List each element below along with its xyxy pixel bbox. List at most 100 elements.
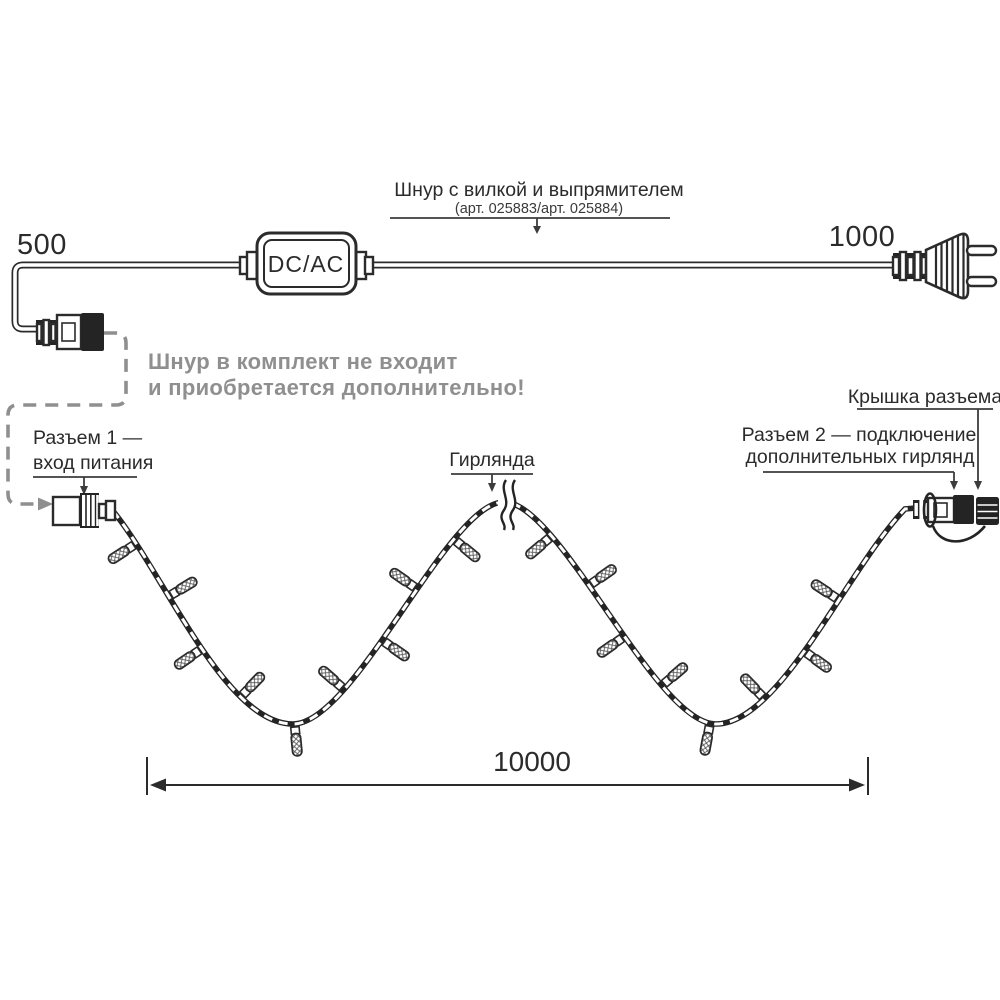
- connector1-plug-body: [51, 495, 82, 527]
- thread-stripe: [96, 495, 99, 526]
- down-arrow-icon: [974, 481, 982, 490]
- garland-lamp: [587, 564, 617, 589]
- down-arrow-icon: [533, 226, 541, 234]
- cap-callout: Крышка разъема: [848, 386, 1000, 490]
- cord-end-connector: [35, 313, 104, 351]
- break-squiggle: [500, 479, 508, 531]
- garland-lamp: [107, 540, 138, 565]
- garland-wire-twist: [111, 500, 917, 726]
- garland-wire: [107, 479, 917, 757]
- lamp-bulb: [107, 545, 130, 565]
- cord-callout-title: Шнур с вилкой и выпрямителем: [394, 179, 683, 201]
- strain-relief-rib: [913, 250, 922, 282]
- strain-relief-rib: [891, 255, 901, 277]
- connector1-neck: [104, 499, 117, 522]
- garland-lamp: [525, 533, 554, 560]
- power-plug-icon: [891, 232, 998, 300]
- garland-lamp: [596, 633, 626, 658]
- right-length-label: 1000: [829, 221, 896, 253]
- connector2-body-detail: [933, 502, 948, 518]
- thread-stripe: [82, 495, 86, 526]
- plug-prong: [965, 244, 998, 257]
- strain-relief-rib: [898, 250, 908, 282]
- connector2-line1: Разъем 2 — подключение: [742, 424, 977, 446]
- connector-rib: [42, 318, 51, 347]
- lamp-bulb: [594, 564, 617, 583]
- lamp-bulb: [244, 671, 266, 693]
- connector1-line1: Разъем 1 —: [33, 427, 143, 449]
- garland-lamp: [699, 724, 715, 756]
- garland-lamp: [660, 662, 689, 689]
- lamp-bulb: [290, 732, 303, 757]
- lamp-bulb: [175, 576, 198, 595]
- note-line1: Шнур в комплект не входит: [148, 349, 458, 374]
- lamp-bulb: [810, 653, 832, 673]
- left-length-label: 500: [17, 229, 67, 261]
- converter-inner-case: [263, 239, 350, 288]
- connector2-body: [926, 496, 956, 524]
- garland-label: Гирлянда: [449, 449, 535, 471]
- garland-lamp: [810, 579, 840, 603]
- connector-body: [55, 313, 83, 351]
- connector2-callout: Разъем 2 — подключение дополнительных ги…: [742, 424, 977, 490]
- plug-prong: [965, 275, 998, 288]
- connector-body-detail: [61, 322, 76, 342]
- connector1: [51, 493, 117, 528]
- converter-label: DC/AC: [268, 251, 345, 277]
- lamp-bulb: [699, 731, 714, 756]
- wire-break-mark: [498, 479, 517, 531]
- connector2-line2: дополнительных гирлянд: [746, 446, 976, 468]
- lamp-bulb: [318, 665, 340, 686]
- garland-lamp: [803, 648, 832, 673]
- note-text: Шнур в комплект не входит и приобретаетс…: [148, 349, 525, 400]
- connector-rib: [49, 322, 57, 343]
- lamp-bulb: [389, 567, 412, 587]
- garland-callout: Гирлянда: [449, 449, 535, 492]
- connector1-line2: вход питания: [33, 452, 153, 474]
- lamp-bulb: [667, 662, 689, 683]
- down-arrow-icon: [488, 483, 496, 492]
- cap-label: Крышка разъема: [848, 386, 1000, 408]
- connector-rib: [924, 503, 928, 516]
- lamp-bulb: [739, 673, 761, 695]
- connector2: [913, 492, 999, 543]
- optional-cord-dashed-route: [6, 331, 128, 506]
- connector-rib: [35, 322, 43, 343]
- connector-black-cap: [81, 313, 104, 351]
- thread-stripe: [86, 495, 90, 526]
- converter-outer-case: [255, 231, 358, 296]
- cord-left-core: [13, 263, 252, 331]
- garland-lamp: [167, 576, 198, 600]
- lamp-bulb: [596, 638, 619, 658]
- cord-left: [11, 261, 254, 333]
- strain-relief-rib: [906, 255, 915, 277]
- down-arrow-icon: [950, 481, 958, 490]
- right-arrow-icon: [849, 778, 865, 792]
- lamp-bulb: [387, 642, 410, 662]
- lamp-bulb: [173, 651, 196, 670]
- power-cord-assembly: 500 1000 DC/AC: [11, 221, 998, 351]
- garland-lamp: [173, 645, 203, 670]
- dcac-converter-box: DC/AC: [238, 231, 375, 296]
- garland-lamp: [380, 637, 410, 662]
- note-line2: и приобретается дополнительно!: [148, 375, 525, 400]
- garland-lamp: [318, 665, 346, 692]
- connector1-callout: Разъем 1 — вход питания: [33, 427, 153, 495]
- garland-lamp: [238, 671, 266, 699]
- cable-gland: [363, 255, 375, 276]
- tether-ring: [922, 492, 938, 528]
- dimension-value: 10000: [493, 746, 571, 777]
- lamp-bulb: [810, 579, 833, 598]
- gray-arrow-icon: [38, 497, 53, 511]
- cord-callout: Шнур с вилкой и выпрямителем (арт. 02588…: [390, 179, 684, 234]
- dimension-line: 10000: [146, 746, 869, 795]
- down-arrow-icon: [80, 486, 88, 495]
- thread-stripe: [91, 495, 95, 526]
- lamp-bulb: [525, 539, 547, 560]
- lamp-bulb: [459, 542, 481, 563]
- left-arrow-icon: [150, 778, 166, 792]
- cap-tether: [931, 525, 987, 543]
- garland-lamp: [389, 567, 419, 592]
